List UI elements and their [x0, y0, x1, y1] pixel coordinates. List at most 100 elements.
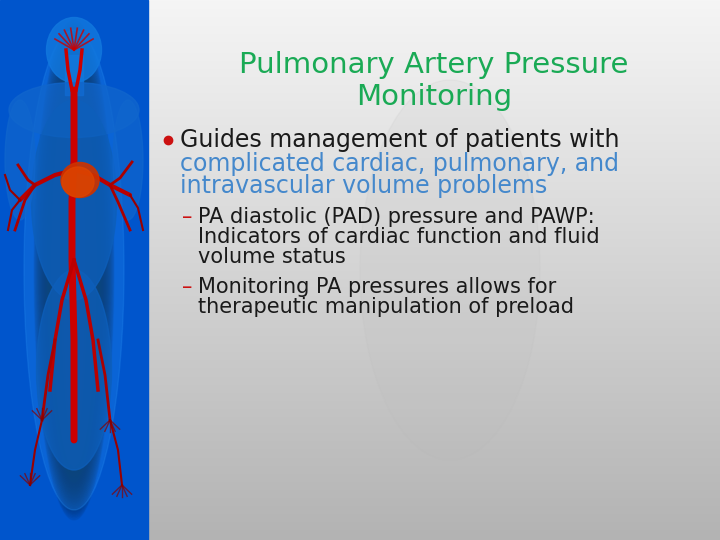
Bar: [148, 477, 720, 481]
Ellipse shape: [53, 78, 94, 462]
Ellipse shape: [48, 64, 99, 476]
Bar: [148, 288, 720, 292]
Bar: [148, 518, 720, 521]
Bar: [148, 124, 720, 127]
Ellipse shape: [52, 72, 96, 468]
Bar: [148, 140, 720, 143]
Bar: [148, 229, 720, 232]
Bar: [148, 167, 720, 170]
Bar: [148, 48, 720, 51]
Ellipse shape: [39, 35, 109, 505]
Bar: [148, 21, 720, 24]
Bar: [148, 437, 720, 440]
Bar: [148, 213, 720, 216]
Ellipse shape: [53, 76, 96, 464]
Bar: [148, 153, 720, 157]
Bar: [148, 510, 720, 513]
Bar: [148, 256, 720, 259]
Bar: [148, 143, 720, 146]
Bar: [148, 107, 720, 111]
Ellipse shape: [55, 82, 94, 458]
Bar: [148, 310, 720, 313]
Ellipse shape: [37, 270, 112, 470]
Ellipse shape: [49, 65, 99, 475]
Bar: [148, 242, 720, 246]
Ellipse shape: [43, 47, 105, 493]
Ellipse shape: [53, 77, 95, 463]
Ellipse shape: [35, 24, 112, 516]
Ellipse shape: [24, 30, 124, 510]
Ellipse shape: [360, 80, 540, 460]
Bar: [148, 386, 720, 389]
Bar: [148, 94, 720, 97]
Bar: [148, 137, 720, 140]
Bar: [148, 494, 720, 497]
Bar: [148, 18, 720, 22]
Bar: [148, 75, 720, 78]
Text: Guides management of patients with: Guides management of patients with: [180, 128, 619, 152]
Bar: [148, 461, 720, 464]
Ellipse shape: [56, 86, 92, 454]
Bar: [148, 232, 720, 235]
Bar: [148, 116, 720, 119]
Ellipse shape: [40, 39, 107, 501]
Ellipse shape: [57, 89, 91, 451]
Bar: [148, 502, 720, 505]
Ellipse shape: [41, 41, 107, 499]
Bar: [148, 110, 720, 113]
Ellipse shape: [40, 37, 109, 503]
Bar: [148, 80, 720, 84]
Bar: [148, 302, 720, 305]
Bar: [148, 388, 720, 392]
Ellipse shape: [45, 55, 102, 485]
Bar: [148, 413, 720, 416]
Bar: [148, 37, 720, 40]
Bar: [148, 375, 720, 378]
Bar: [148, 205, 720, 208]
Bar: [148, 329, 720, 332]
Bar: [148, 504, 720, 508]
Bar: [148, 151, 720, 154]
Bar: [148, 186, 720, 189]
Bar: [148, 2, 720, 5]
Ellipse shape: [51, 71, 97, 469]
Bar: [148, 245, 720, 248]
Bar: [148, 323, 720, 327]
Bar: [148, 534, 720, 537]
Bar: [148, 332, 720, 335]
Bar: [148, 307, 720, 310]
Bar: [148, 45, 720, 49]
Ellipse shape: [55, 83, 93, 457]
Bar: [148, 105, 720, 108]
Bar: [148, 51, 720, 54]
Bar: [148, 259, 720, 262]
Text: Monitoring: Monitoring: [356, 83, 512, 111]
Bar: [148, 194, 720, 197]
Ellipse shape: [61, 163, 99, 198]
Bar: [148, 269, 720, 273]
Bar: [148, 221, 720, 224]
Bar: [148, 62, 720, 65]
Bar: [148, 342, 720, 346]
Ellipse shape: [37, 28, 112, 512]
Bar: [148, 56, 720, 59]
Bar: [148, 113, 720, 116]
Bar: [148, 294, 720, 297]
Bar: [148, 353, 720, 356]
Ellipse shape: [50, 68, 98, 472]
Bar: [148, 529, 720, 532]
Ellipse shape: [35, 23, 113, 517]
Bar: [148, 264, 720, 267]
Bar: [148, 180, 720, 184]
Bar: [148, 89, 720, 92]
Ellipse shape: [5, 100, 35, 220]
Bar: [148, 43, 720, 46]
Ellipse shape: [61, 103, 86, 437]
Bar: [148, 199, 720, 202]
Ellipse shape: [38, 33, 109, 507]
Bar: [148, 394, 720, 397]
Bar: [148, 305, 720, 308]
Bar: [148, 407, 720, 410]
Ellipse shape: [52, 74, 96, 466]
Ellipse shape: [37, 30, 110, 510]
